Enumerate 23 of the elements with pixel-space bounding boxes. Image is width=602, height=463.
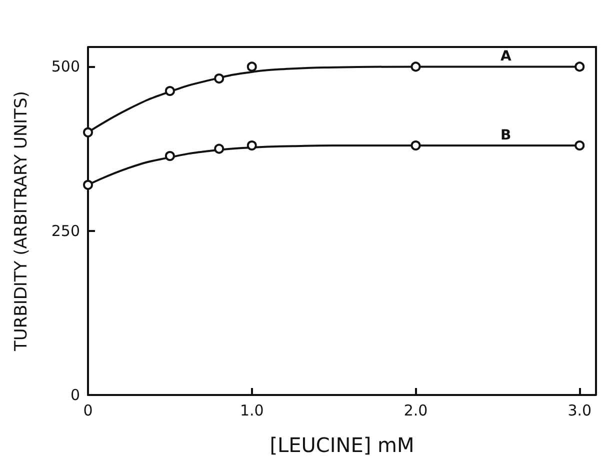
point <box>83 180 93 190</box>
point <box>246 140 257 150</box>
x-tick-label: 0 <box>83 402 93 420</box>
y-tick-label: 0 <box>70 386 80 404</box>
point <box>410 62 421 72</box>
series-label: B <box>500 127 512 144</box>
point <box>214 144 224 154</box>
x-tick-label: 3.0 <box>568 402 592 420</box>
point <box>164 86 175 96</box>
x-tick-label: 2.0 <box>404 402 428 420</box>
point <box>246 62 257 72</box>
point <box>83 127 93 138</box>
point <box>410 140 421 150</box>
point <box>574 62 585 72</box>
point <box>214 74 224 84</box>
x-axis-title: [LEUCINE] mM <box>270 433 414 457</box>
point <box>574 140 585 150</box>
point <box>164 151 175 161</box>
y-axis-title: TURBIDITY (ARBITRARY UNITS) <box>12 91 32 352</box>
y-tick-label: 500 <box>51 58 80 76</box>
y-tick-label: 250 <box>51 222 80 240</box>
series-label: A <box>500 48 512 65</box>
x-tick-label: 1.0 <box>240 402 264 420</box>
